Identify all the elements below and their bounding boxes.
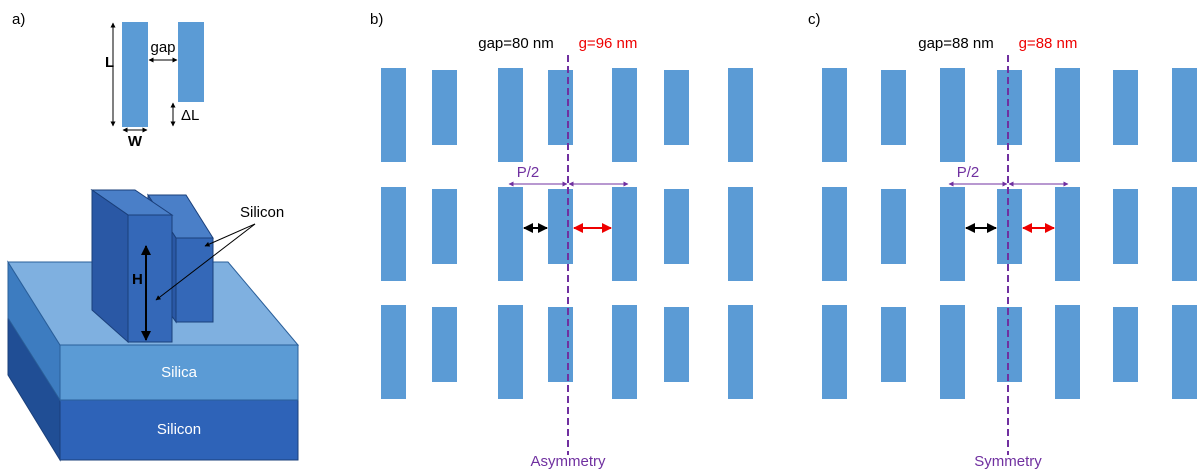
rod	[1055, 68, 1080, 162]
panel-label: b)	[370, 11, 383, 28]
rod	[822, 305, 847, 399]
rod	[728, 305, 753, 399]
period-label: P/2	[957, 164, 980, 181]
rod	[548, 70, 573, 145]
figure: a) L gap ΔL W Silica Silicon H Silicon b…	[0, 0, 1198, 473]
period-label: P/2	[517, 164, 540, 181]
rod	[822, 68, 847, 162]
rod	[432, 70, 457, 145]
rod	[548, 307, 573, 382]
rod	[940, 187, 965, 281]
rod	[881, 307, 906, 382]
rod	[997, 307, 1022, 382]
g-label: g=96 nm	[579, 35, 638, 52]
dim-label: ΔL	[181, 107, 199, 124]
caption: Asymmetry	[531, 453, 607, 470]
rod	[612, 187, 637, 281]
rod	[881, 70, 906, 145]
rod	[728, 68, 753, 162]
rod	[381, 305, 406, 399]
rod	[1113, 189, 1138, 264]
rod	[940, 68, 965, 162]
dim-label: W	[128, 133, 143, 150]
g-label: g=88 nm	[1019, 35, 1078, 52]
rod	[381, 68, 406, 162]
rod	[612, 68, 637, 162]
rod	[1055, 187, 1080, 281]
rod	[997, 70, 1022, 145]
rod	[822, 187, 847, 281]
rod	[432, 189, 457, 264]
rod	[881, 189, 906, 264]
rod	[498, 68, 523, 162]
material-label: Silicon	[240, 204, 284, 221]
rod	[1113, 307, 1138, 382]
rod	[498, 305, 523, 399]
rod	[1172, 187, 1197, 281]
rod	[997, 189, 1022, 264]
panel-label: c)	[808, 11, 821, 28]
rod	[612, 305, 637, 399]
layer-label: Silicon	[157, 421, 201, 438]
dim-label: L	[105, 54, 114, 71]
rod	[548, 189, 573, 264]
caption: Symmetry	[974, 453, 1042, 470]
gap-label: gap=80 nm	[478, 35, 553, 52]
panel-label: a)	[12, 11, 25, 28]
dim-label: gap	[150, 39, 175, 56]
rod	[178, 22, 204, 102]
rod	[498, 187, 523, 281]
rod	[1172, 68, 1197, 162]
gap-label: gap=88 nm	[918, 35, 993, 52]
rod	[664, 70, 689, 145]
rod	[122, 22, 148, 127]
rod	[664, 189, 689, 264]
rod	[1055, 305, 1080, 399]
rod	[940, 305, 965, 399]
rod	[728, 187, 753, 281]
rod	[1172, 305, 1197, 399]
rod	[1113, 70, 1138, 145]
layer-label: Silica	[161, 364, 198, 381]
dim-label: H	[132, 271, 143, 288]
rod	[664, 307, 689, 382]
rod	[432, 307, 457, 382]
rod	[381, 187, 406, 281]
